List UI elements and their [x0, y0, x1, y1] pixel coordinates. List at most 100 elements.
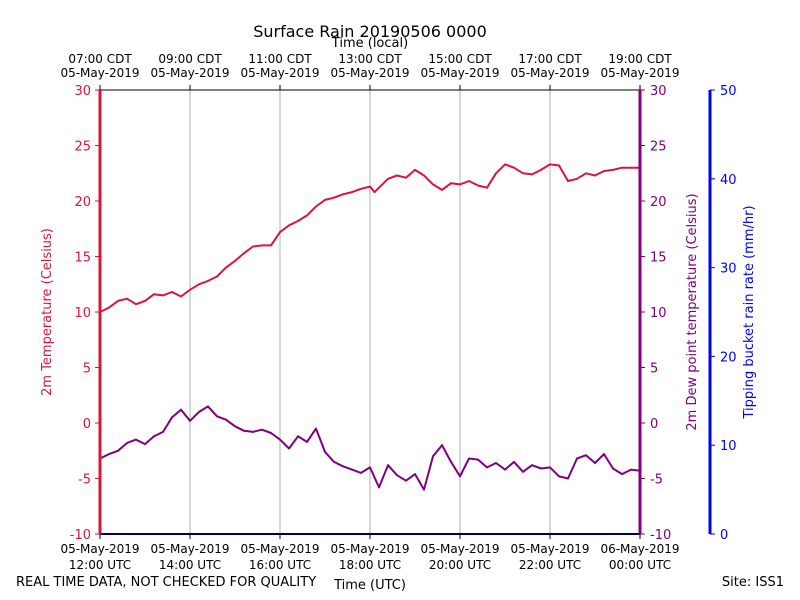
x-tick-utc-time: 00:00 UTC: [609, 558, 671, 572]
temperature-point: [477, 184, 479, 187]
dewpoint-tick-label: 10: [650, 306, 667, 321]
dewpoint-point: [126, 442, 128, 444]
dewpoint-point: [495, 462, 497, 464]
dewpoint-point: [603, 453, 605, 455]
temperature-point: [198, 283, 200, 286]
axes: -10 -5 0 5 10 15 20 25 30 -10 -5 0 5 10 15 20 25 30 0 10 20 3…: [60, 52, 736, 572]
dewpoint-point: [351, 468, 353, 471]
dewpoint-point: [135, 438, 137, 441]
temperature-tick-label: -10: [70, 528, 91, 543]
dewpoint-point: [576, 457, 578, 460]
dewpoint-point: [279, 438, 281, 441]
x-tick-utc-time: 20:00 UTC: [429, 558, 491, 572]
x-tick-local-date: 05-May-2019: [150, 66, 229, 80]
dewpoint-point: [333, 461, 335, 463]
dewpoint-point: [207, 405, 209, 408]
top-axis-title: Time (local): [331, 36, 408, 51]
dewpoint-tick-label: 25: [650, 140, 667, 155]
dewpoint-point: [117, 449, 119, 452]
dewpoint-point: [405, 479, 407, 482]
quality-disclaimer: REAL TIME DATA, NOT CHECKED FOR QUALITY: [16, 575, 317, 590]
temperature-point: [216, 275, 218, 278]
temperature-point: [567, 180, 569, 182]
temperature-point: [279, 231, 281, 234]
dewpoint-point: [567, 477, 569, 480]
temperature-axis-title: 2m Temperature (Celsius): [40, 228, 55, 396]
dewpoint-point: [342, 465, 344, 468]
dewpoint-point: [234, 425, 236, 428]
temperature-point: [342, 193, 344, 196]
temperature-point: [468, 180, 470, 182]
temperature-point: [261, 244, 263, 247]
temperature-point: [225, 266, 227, 269]
dewpoint-point: [612, 467, 614, 470]
dewpoint-point: [288, 447, 290, 450]
dewpoint-point: [432, 455, 434, 458]
temperature-tick-label: 20: [74, 195, 91, 210]
temperature-tick-label: -5: [78, 473, 91, 488]
dewpoint-point: [396, 474, 398, 477]
temperature-point: [297, 220, 299, 222]
dewpoint-tick-label: 15: [650, 251, 667, 266]
x-tick-utc-time: 22:00 UTC: [519, 558, 581, 572]
dewpoint-point: [531, 464, 533, 467]
dewpoint-point: [306, 441, 308, 443]
dewpoint-point: [630, 468, 632, 471]
dewpoint-tick-label: -5: [650, 473, 663, 488]
x-tick-local-time: 11:00 CDT: [248, 52, 312, 66]
temperature-point: [531, 173, 533, 176]
x-tick-utc-time: 16:00 UTC: [249, 558, 311, 572]
temperature-point: [612, 169, 614, 171]
dewpoint-point: [585, 454, 587, 457]
temperature-point: [135, 303, 137, 306]
rain-tick-label: 30: [720, 262, 737, 277]
temperature-point: [243, 252, 245, 255]
dewpoint-axis-title: 2m Dew point temperature (Celsius): [685, 193, 700, 430]
dewpoint-point: [594, 462, 596, 464]
temperature-point: [360, 187, 362, 190]
dewpoint-point: [513, 461, 515, 463]
dewpoint-point: [153, 435, 155, 438]
x-tick-utc-time: 14:00 UTC: [159, 558, 221, 572]
dewpoint-point: [243, 429, 245, 432]
x-tick-utc-date: 05-May-2019: [330, 542, 409, 556]
temperature-point: [441, 189, 443, 191]
x-tick-local-time: 07:00 CDT: [68, 52, 132, 66]
dewpoint-point: [162, 431, 164, 433]
dewpoint-point: [252, 431, 254, 433]
dewpoint-point: [468, 457, 470, 460]
dewpoint-point: [180, 408, 182, 411]
x-tick-utc-date: 05-May-2019: [420, 542, 499, 556]
rain-tick-label: 0: [720, 528, 728, 543]
temperature-point: [315, 205, 317, 208]
dewpoint-point: [171, 416, 173, 419]
x-tick-utc-time: 18:00 UTC: [339, 558, 401, 572]
dewpoint-point: [414, 473, 416, 475]
temperature-line: [99, 163, 640, 313]
dewpoint-tick-label: 5: [650, 362, 658, 377]
temperature-point: [594, 174, 596, 177]
temperature-tick-label: 15: [74, 251, 91, 266]
temperature-point: [126, 297, 128, 300]
dewpoint-point: [378, 486, 380, 489]
dewpoint-point: [198, 411, 200, 413]
x-tick-local-time: 13:00 CDT: [338, 52, 402, 66]
temperature-point: [378, 186, 380, 189]
temperature-point: [189, 288, 191, 291]
temperature-tick-label: 0: [83, 417, 91, 432]
temperature-tick-label: 25: [74, 140, 91, 155]
dewpoint-tick-label: 0: [650, 417, 658, 432]
temperature-point: [585, 172, 587, 175]
x-tick-local-date: 05-May-2019: [420, 66, 499, 80]
dewpoint-point: [450, 461, 452, 463]
temperature-point: [288, 224, 290, 227]
temperature-point: [108, 306, 110, 309]
x-tick-local-time: 15:00 CDT: [428, 52, 492, 66]
x-tick-utc-time: 12:00 UTC: [69, 558, 131, 572]
dewpoint-tick-label: 20: [650, 195, 667, 210]
dewpoint-point: [477, 458, 479, 461]
x-axis-title: Time (UTC): [333, 578, 406, 593]
dewpoint-point: [621, 473, 623, 475]
temperature-point: [180, 295, 182, 298]
site-label: Site: ISS1: [721, 575, 784, 590]
